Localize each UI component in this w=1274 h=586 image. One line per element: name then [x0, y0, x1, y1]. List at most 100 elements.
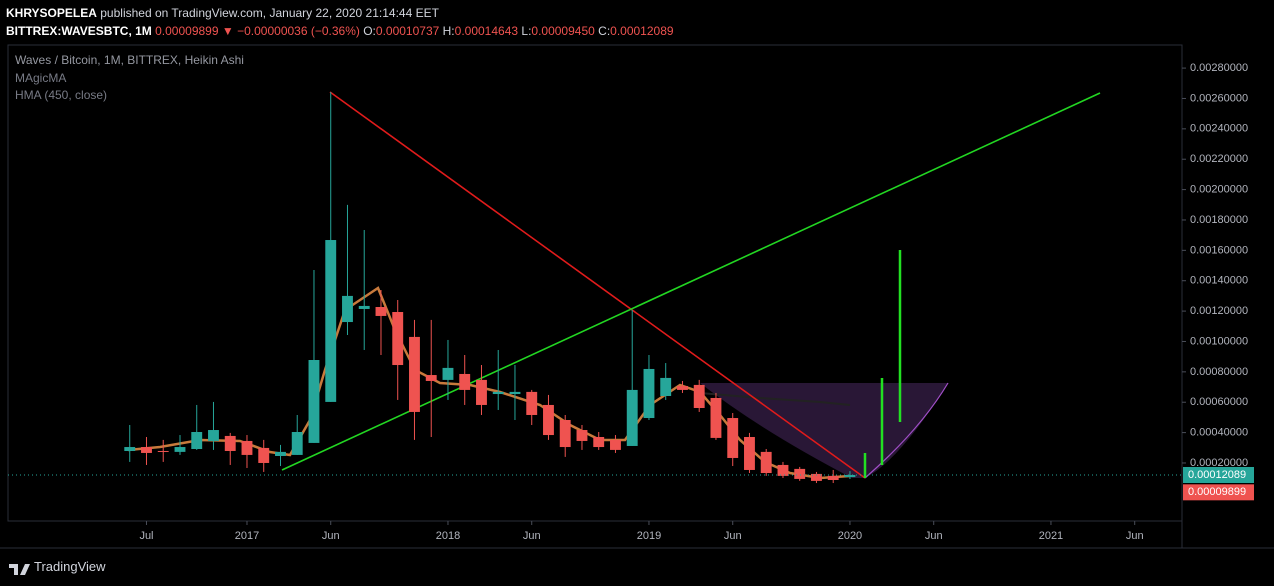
x-tick-label: Jun	[724, 530, 742, 542]
y-tick-label: 0.00080000	[1190, 366, 1248, 378]
trend-line-green	[281, 92, 1101, 471]
ohlc-label: H:	[442, 24, 455, 38]
symbol: BITTREX:WAVESBTC, 1M	[6, 24, 152, 38]
price-label-box	[1183, 466, 1254, 483]
candle-body	[208, 430, 219, 441]
legend-item: HMA (450, close)	[15, 88, 108, 102]
ohlc-label: L:	[521, 24, 532, 38]
ohlc-value: 0.00010737	[375, 24, 440, 38]
candle-body	[576, 430, 588, 441]
y-tick-label: 0.00120000	[1190, 305, 1248, 317]
published: published on TradingView.com, January 22…	[100, 6, 439, 20]
candle-body	[476, 379, 487, 405]
y-tick-label: 0.00020000	[1190, 457, 1248, 469]
hma-line	[699, 392, 851, 406]
legend-item: Waves / Bitcoin, 1M, BITTREX, Heikin Ash…	[15, 53, 244, 67]
candle-body	[777, 464, 789, 476]
candle-body	[727, 418, 739, 458]
candle-body	[375, 306, 387, 316]
ohlc-value: 0.00014643	[454, 24, 519, 38]
candle-body	[141, 447, 152, 453]
y-tick-label: 0.00060000	[1190, 396, 1248, 408]
y-tick-label: 0.00200000	[1190, 183, 1248, 195]
candle-body	[844, 474, 856, 478]
candle-body	[643, 368, 655, 419]
candle-body	[258, 447, 270, 463]
candle-body	[392, 312, 404, 366]
candle-body	[325, 240, 337, 402]
y-tick-label: 0.00280000	[1190, 62, 1248, 74]
candle-body	[744, 437, 755, 470]
x-tick-label: 2018	[436, 530, 460, 542]
x-tick-label: 2019	[637, 530, 661, 542]
x-tick-label: Jun	[1126, 530, 1144, 542]
candle-body	[224, 435, 236, 451]
legend: Waves / Bitcoin, 1M, BITTREX, Heikin Ash…	[15, 52, 244, 105]
cup-area	[700, 383, 948, 478]
candle-body	[275, 451, 286, 456]
ohlc-label: O:	[363, 24, 376, 38]
candle-body	[174, 447, 186, 452]
ohlc-value: 0.00012089	[610, 24, 674, 38]
price-label-box	[1183, 484, 1254, 501]
y-tick-label: 0.00040000	[1190, 427, 1248, 439]
candle-body	[308, 360, 320, 443]
candle-body	[425, 375, 437, 381]
ohlc-value: 0.00009450	[531, 24, 595, 38]
candle-body	[794, 468, 806, 479]
candle-body	[710, 397, 722, 438]
candle-body	[660, 377, 672, 397]
logo	[9, 564, 30, 575]
x-tick-label: 2017	[235, 530, 259, 542]
candle-body	[559, 419, 571, 448]
y-tick-label: 0.00140000	[1190, 275, 1248, 287]
y-tick-label: 0.00220000	[1190, 153, 1248, 165]
price-label: 0.00009899	[1188, 486, 1246, 498]
cup-arc	[864, 382, 949, 479]
y-tick-label: 0.00100000	[1190, 335, 1248, 347]
legend-item: MAgicMA	[15, 70, 67, 85]
ohlc-label: C:	[598, 24, 611, 38]
candle-body	[543, 404, 554, 436]
candle-body	[442, 367, 454, 380]
x-tick-label: 2020	[838, 530, 862, 542]
candle-body	[358, 305, 370, 309]
candle-body	[760, 451, 772, 474]
x-tick-label: 2021	[1039, 530, 1063, 542]
candle-body	[526, 391, 538, 415]
candle-body	[492, 391, 504, 395]
candle-body	[459, 373, 471, 390]
author: KHRYSOPELEA	[6, 6, 97, 20]
arrow: ▼	[221, 24, 234, 38]
trend-line-red	[329, 91, 866, 479]
candle-body	[291, 431, 303, 455]
candle-body	[693, 384, 705, 408]
change: −0.00000036 (−0.36%)	[237, 24, 360, 38]
y-tick-label: 0.00160000	[1190, 244, 1248, 256]
price: 0.00009899	[155, 24, 219, 38]
candle-body	[409, 336, 420, 412]
candle-body	[677, 385, 688, 390]
x-tick-label: Jun	[523, 530, 541, 542]
candle-body	[157, 450, 169, 452]
y-tick-label: 0.00180000	[1190, 214, 1248, 226]
brand: TradingView	[34, 559, 106, 574]
x-tick-label: Jun	[925, 530, 943, 542]
price-label: 0.00012089	[1188, 469, 1246, 481]
candle-body	[610, 439, 621, 450]
x-tick-label: Jun	[322, 530, 340, 542]
candle-body	[827, 475, 839, 480]
candle-body	[593, 437, 605, 448]
y-tick-label: 0.00240000	[1190, 123, 1248, 135]
candle-body	[124, 447, 136, 451]
candle-body	[191, 431, 203, 450]
candle-body	[241, 440, 253, 455]
x-tick-label: Jul	[139, 530, 153, 542]
candle-body	[342, 295, 353, 323]
candle-body	[626, 389, 638, 446]
header: KHRYSOPELEA published on TradingView.com…	[6, 4, 674, 40]
y-tick-label: 0.00260000	[1190, 92, 1248, 104]
candle-body	[811, 473, 822, 481]
